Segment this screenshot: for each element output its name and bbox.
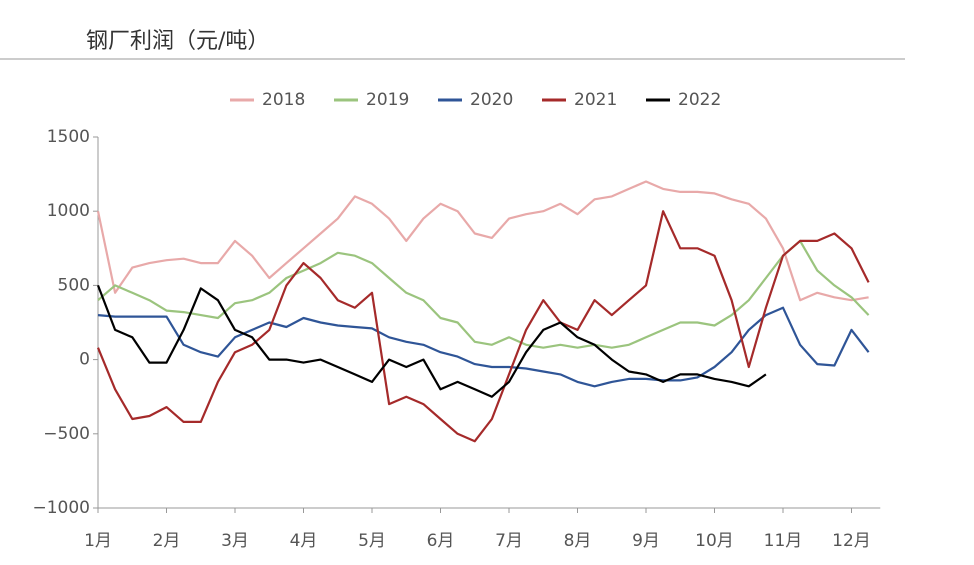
y-tick-label: −1000 xyxy=(32,498,90,518)
x-tick-label: 9月 xyxy=(632,531,660,551)
x-tick-label: 6月 xyxy=(427,531,455,551)
y-tick-label: 500 xyxy=(58,275,90,295)
x-tick-label: 10月 xyxy=(695,531,734,551)
y-tick-label: 1000 xyxy=(47,201,90,221)
x-tick-label: 8月 xyxy=(564,531,592,551)
x-tick-label: 5月 xyxy=(358,531,386,551)
x-tick-label: 1月 xyxy=(84,531,112,551)
chart-title: 钢厂利润（元/吨） xyxy=(86,29,269,54)
legend-label: 2018 xyxy=(262,90,305,110)
legend-label: 2020 xyxy=(470,90,513,110)
x-tick-label: 12月 xyxy=(832,531,871,551)
x-tick-label: 3月 xyxy=(221,531,249,551)
x-tick-label: 7月 xyxy=(495,531,523,551)
y-tick-label: 0 xyxy=(79,350,90,370)
y-tick-label: −500 xyxy=(43,424,90,444)
x-tick-label: 2月 xyxy=(153,531,181,551)
y-tick-label: 1500 xyxy=(47,127,90,147)
x-tick-label: 4月 xyxy=(290,531,318,551)
series-line xyxy=(96,180,869,302)
series-line xyxy=(97,239,870,349)
series-line xyxy=(96,285,767,398)
series-line xyxy=(96,210,870,443)
x-tick-label: 11月 xyxy=(764,531,803,551)
legend-label: 2022 xyxy=(678,90,721,110)
legend-label: 2019 xyxy=(366,90,409,110)
legend-label: 2021 xyxy=(574,90,617,110)
series-line xyxy=(97,306,870,388)
